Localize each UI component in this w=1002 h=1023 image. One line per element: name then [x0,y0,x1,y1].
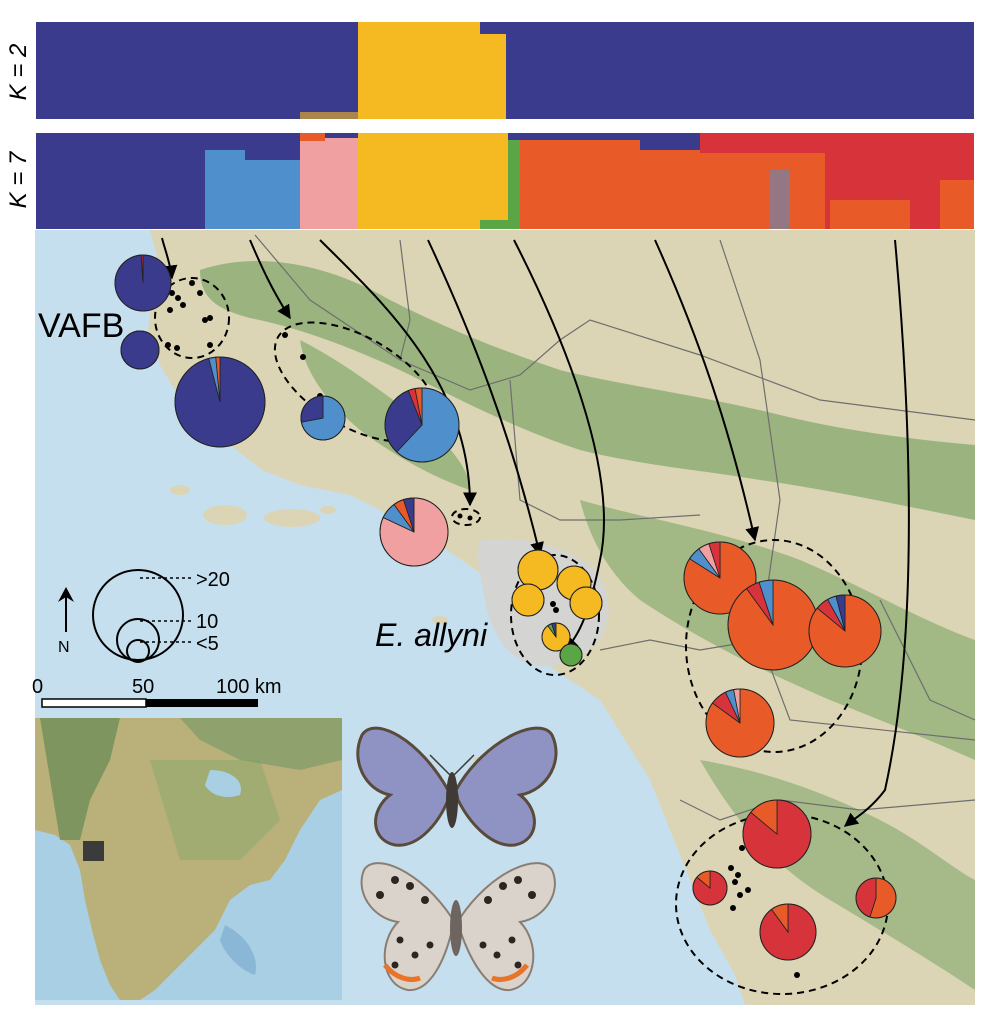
legend-size-medium: 10 [196,611,218,633]
pie-outline [569,586,603,620]
population-pie [727,579,819,671]
county-borders [254,234,976,821]
scale-label-0: 0 [32,676,43,698]
pie-outline [174,356,266,448]
butterfly-underside-photo [360,862,556,992]
vafb-cluster-outline [154,277,230,359]
vafb-label: VAFB [38,307,124,345]
population-pie [759,903,817,961]
pie-outline [742,799,812,869]
population-pie [808,594,882,668]
pie-outline [759,903,817,961]
population-pie [300,395,346,441]
pie-outline [300,395,346,441]
pie-outline [855,877,897,919]
population-pie-charts [114,254,897,961]
k7-label: K = 7 [5,150,32,208]
pie-outline [541,622,571,652]
pink-cluster-outline [451,508,481,526]
pie-outline [384,387,460,463]
population-pie [705,688,775,758]
mountain-range [200,261,975,520]
population-pie [384,387,460,463]
legend-size-large: >20 [196,569,230,591]
pie-outline [692,870,728,906]
k2-structure-bar [36,22,974,119]
pie-outline [114,254,172,312]
cluster-arrows [161,237,910,827]
population-pie [855,877,897,919]
scale-label-50: 50 [132,676,154,698]
e-allyni-label: E. allyni [375,617,488,653]
legend-size-small: <5 [196,633,219,655]
sampling-sites [165,280,800,978]
k7-structure-bar [36,133,974,229]
population-pie [174,356,266,448]
population-pie [692,870,728,906]
pie-outline [705,688,775,758]
population-pie [559,643,583,667]
population-pie [511,583,545,617]
pie-outline [379,497,449,567]
pie-outline [683,541,757,615]
population-pie [379,497,449,567]
pie-size-legend: >20 10 <5 [92,569,230,663]
scale-label-100km: 100 km [216,676,282,698]
pie-outline [120,330,160,370]
north-america-inset-map [35,718,342,1000]
population-pie [541,622,571,652]
population-pie [742,799,812,869]
population-pie [569,586,603,620]
population-pie [114,254,172,312]
north-arrow-label: N [58,639,70,656]
butterfly-upperside-photo [356,726,558,847]
study-area-marker [83,841,104,861]
k2-label: K = 2 [5,44,32,101]
allyni-cluster-outline [510,554,600,676]
population-pie [120,330,160,370]
north-arrow: N [58,587,74,656]
pie-outline [559,643,583,667]
pie-outline [808,594,882,668]
pie-outline [511,583,545,617]
scale-bar: 0 50 100 km [32,676,282,708]
